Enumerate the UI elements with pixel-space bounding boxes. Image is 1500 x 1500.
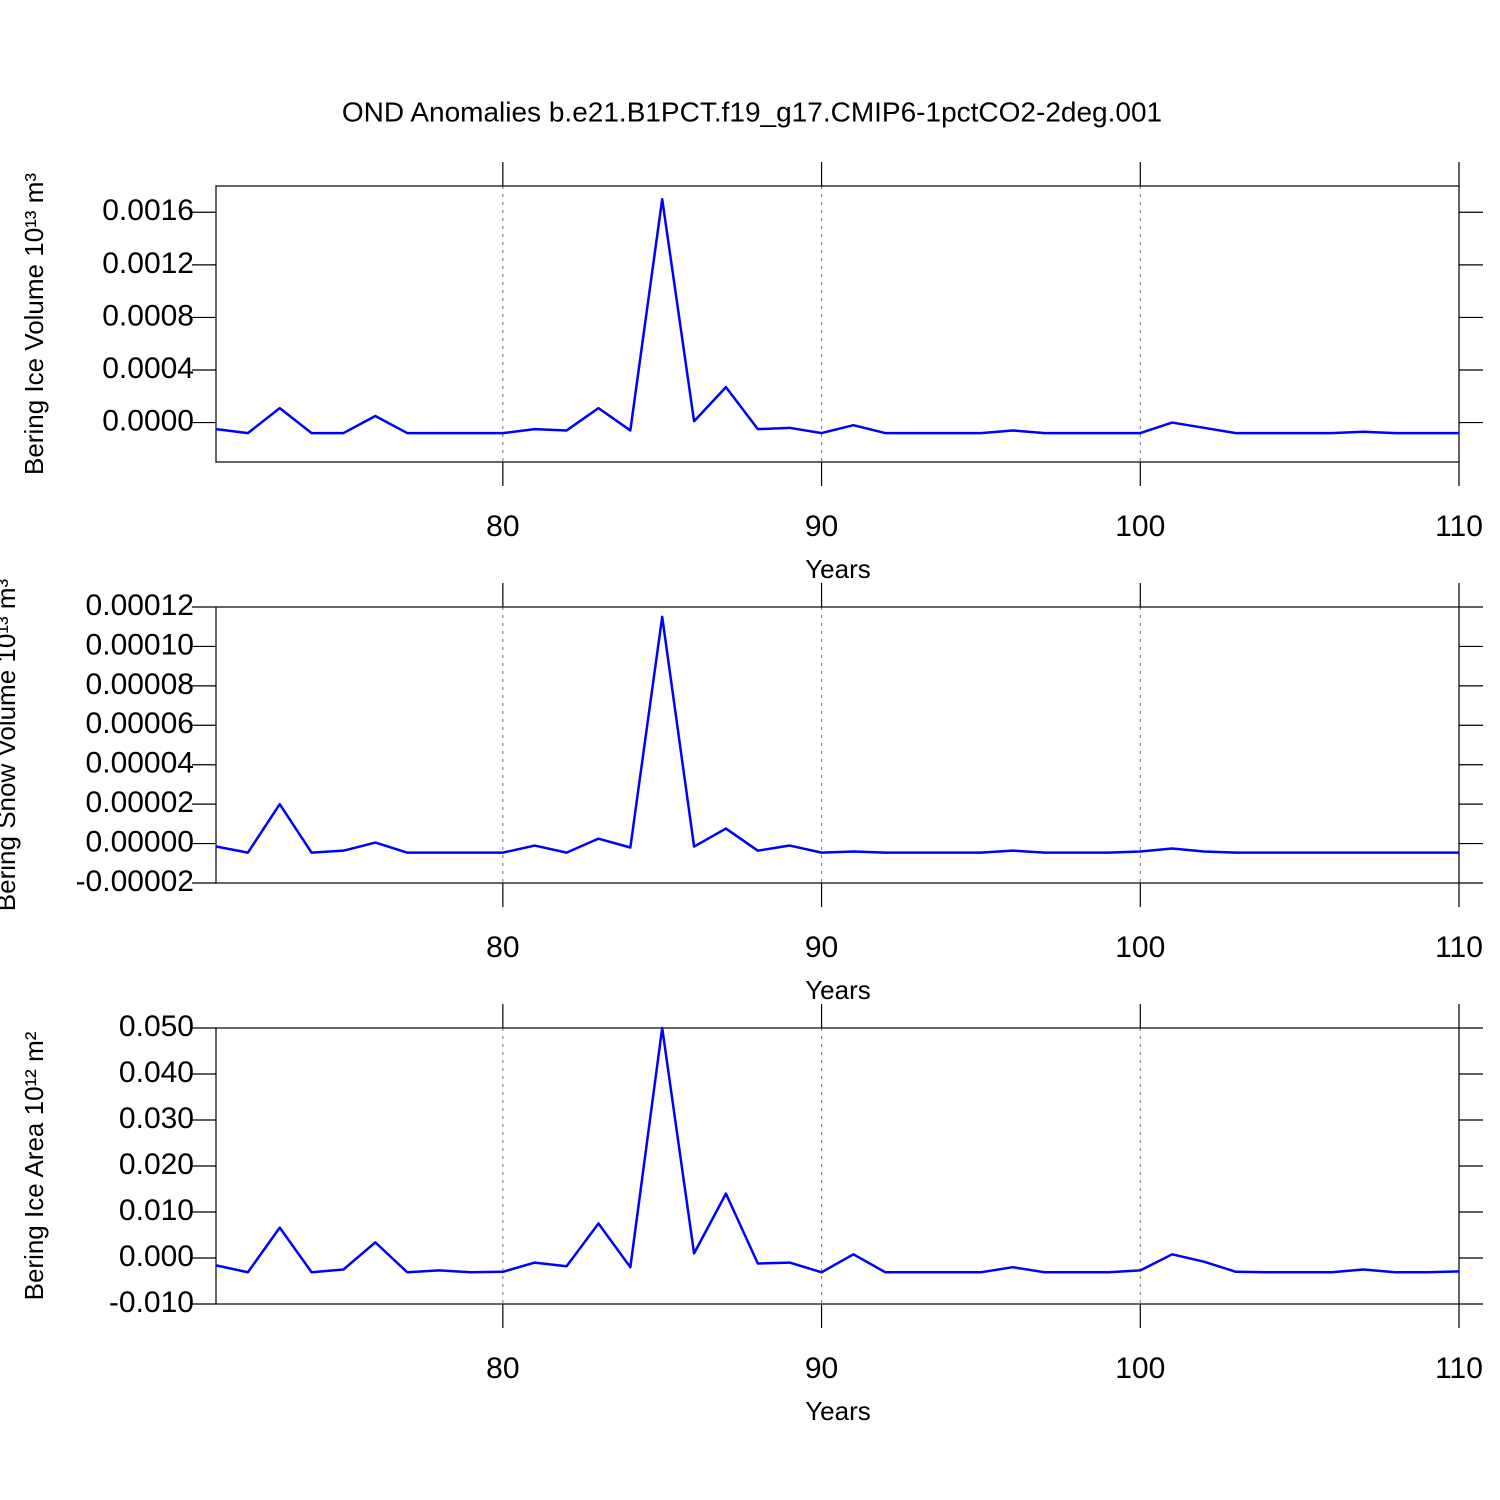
y-tick-label: 0.0004	[102, 352, 194, 385]
x-tick-label: 100	[1115, 931, 1165, 964]
plot-frame	[215, 606, 1460, 884]
y-axis-label: Bering Snow Volume 10¹³ m³	[0, 578, 21, 911]
panel: 80 90 100 110 -0.010 0.000 0.010 0.020 0.030 0.04…	[19, 1004, 1483, 1426]
x-axis-label: Years	[805, 1396, 871, 1426]
y-tick-label: 0.040	[119, 1056, 194, 1089]
y-tick-label: 0.000	[119, 1240, 194, 1273]
y-tick-label: -0.010	[109, 1286, 194, 1319]
data-line	[215, 615, 1459, 854]
y-tick-label: 0.00008	[86, 668, 194, 701]
x-tick-label: 80	[486, 510, 519, 543]
plot-frame	[215, 1027, 1460, 1305]
y-tick-label: 0.020	[119, 1148, 194, 1181]
x-axis-label: Years	[805, 554, 871, 584]
y-tick-label: 0.050	[119, 1010, 194, 1043]
y-tick-label: 0.030	[119, 1102, 194, 1135]
x-tick-label: 90	[805, 931, 838, 964]
y-tick-label: 0.00004	[86, 747, 194, 780]
plot-frame	[215, 185, 1460, 463]
y-tick-label: 0.0000	[102, 404, 194, 437]
y-tick-label: 0.00002	[86, 786, 194, 819]
x-axis-label: Years	[805, 975, 871, 1005]
data-line	[215, 197, 1459, 435]
y-tick-label: 0.0012	[102, 247, 194, 280]
y-tick-label: 0.010	[119, 1194, 194, 1227]
panel: 80 90 100 110 -0.00002 0.00000 0.00002 0.00004 0…	[0, 578, 1483, 1005]
x-tick-label: 100	[1115, 1352, 1165, 1385]
x-tick-label: 110	[1435, 1352, 1483, 1385]
x-tick-label: 110	[1435, 931, 1483, 964]
x-tick-label: 80	[486, 931, 519, 964]
y-tick-label: 0.0016	[102, 194, 194, 227]
y-tick-label: 0.00012	[86, 589, 194, 622]
x-tick-label: 90	[805, 510, 838, 543]
y-tick-label: 0.00006	[86, 707, 194, 740]
x-tick-label: 100	[1115, 510, 1165, 543]
y-tick-label: 0.00010	[86, 628, 194, 661]
y-tick-label: 0.0008	[102, 299, 194, 332]
x-tick-label: 110	[1435, 510, 1483, 543]
y-axis-label: Bering Ice Volume 10¹³ m³	[19, 173, 49, 475]
y-tick-label: 0.00000	[86, 825, 194, 858]
panel: 80 90 100 110 0.0000 0.0004 0.0008 0.0012 0.0016…	[19, 162, 1483, 584]
x-tick-label: 80	[486, 1352, 519, 1385]
figure-title: OND Anomalies b.e21.B1PCT.f19_g17.CMIP6-…	[342, 96, 1162, 127]
y-tick-label: -0.00002	[76, 865, 194, 898]
data-line	[215, 1026, 1460, 1274]
x-tick-label: 90	[805, 1352, 838, 1385]
y-axis-label: Bering Ice Area 10¹² m²	[19, 1031, 49, 1300]
